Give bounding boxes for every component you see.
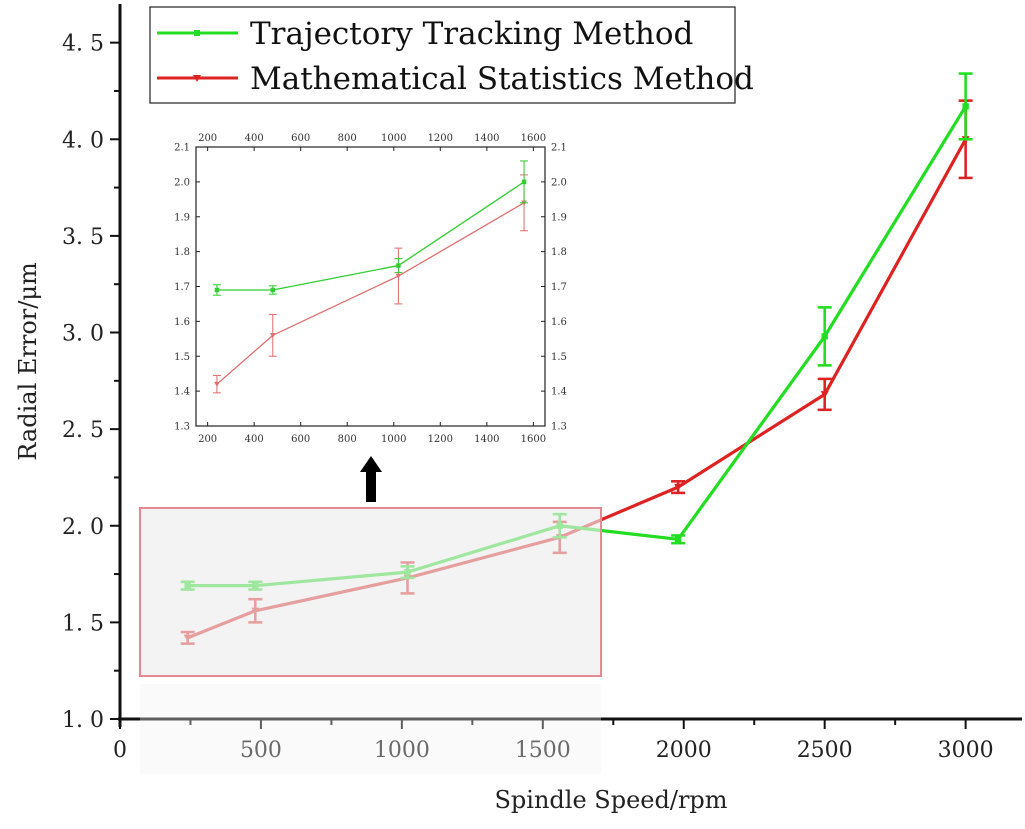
y-tick-label: 4. 5 — [62, 32, 104, 57]
inset-y-tick-label: 1.6 — [174, 317, 190, 328]
tracking-series-point — [821, 333, 828, 340]
y-tick-label: 1. 0 — [62, 708, 104, 733]
inset-y-tick-label-right: 1.7 — [551, 282, 567, 293]
inset-x-tick-label: 1600 — [521, 434, 546, 445]
inset-x-tick-label-top: 200 — [198, 133, 217, 144]
zoom-arrow-shape — [360, 456, 382, 502]
inset-y-tick-label-right: 1.3 — [551, 422, 567, 433]
zoom-arrow-icon — [360, 456, 382, 502]
inset-y-tick-label-right: 1.5 — [551, 352, 567, 363]
legend-swatch-marker — [194, 30, 200, 36]
tracking-series-point — [962, 103, 969, 110]
inset-x-tick-label: 1000 — [381, 434, 406, 445]
inset-x-tick-label-top: 400 — [245, 133, 264, 144]
inset-stat-series-point — [214, 381, 220, 387]
y-axis-title: Radial Error/μm — [14, 262, 42, 461]
inset-y-tick-label-right: 1.4 — [551, 387, 567, 398]
stat-series-point — [820, 391, 829, 399]
inset-frame — [195, 146, 546, 427]
y-tick-label: 4. 0 — [62, 128, 104, 153]
inset-y-tick-label-right: 2.0 — [551, 177, 567, 188]
inset-tracking-series-point — [521, 179, 527, 185]
x-tick-label: 1000 — [374, 738, 430, 763]
x-tick-label: 2500 — [797, 738, 853, 763]
zoom-region-box — [139, 507, 602, 774]
legend-label: Trajectory Tracking Method — [250, 16, 693, 52]
inset-x-tick-label: 800 — [338, 434, 357, 445]
inset-y-tick-label-right: 1.6 — [551, 317, 567, 328]
inset-x-tick-label-top: 1200 — [428, 133, 453, 144]
x-tick-label: 3000 — [938, 738, 994, 763]
y-tick-label: 3. 5 — [62, 225, 104, 250]
inset-y-tick-label: 2.1 — [174, 143, 190, 154]
inset-tracking-series-point — [214, 287, 220, 293]
zoom-region-shadow — [140, 684, 601, 774]
inset-tracking-series-point — [270, 287, 276, 293]
inset-y-tick-label-right: 2.1 — [551, 143, 567, 154]
inset-y-tick-label: 1.8 — [174, 247, 190, 258]
y-tick-label: 2. 5 — [62, 418, 104, 443]
inset-y-tick-label: 1.7 — [174, 282, 190, 293]
y-tick-label: 1. 5 — [62, 611, 104, 636]
inset-y-tick-label: 1.5 — [174, 352, 190, 363]
x-tick-label: 2000 — [656, 738, 712, 763]
inset-y-tick-label: 1.3 — [174, 422, 190, 433]
inset-x-tick-label-top: 600 — [291, 133, 310, 144]
inset-y-tick-label: 1.9 — [174, 212, 190, 223]
inset-x-tick-label: 600 — [291, 434, 310, 445]
inset-plot: 200 200 400 400 600 600 800 800 1000 1000 1200 1200… — [174, 133, 567, 445]
inset-y-tick-label: 2.0 — [174, 177, 190, 188]
inset-x-tick-label: 1400 — [474, 434, 499, 445]
inset-y-tick-label: 1.4 — [174, 387, 190, 398]
x-axis-title: Spindle Speed/rpm — [494, 786, 727, 814]
inset-x-tick-label-top: 1000 — [381, 133, 406, 144]
legend-label: Mathematical Statistics Method — [250, 61, 754, 97]
inset-x-tick-label-top: 1400 — [474, 133, 499, 144]
inset-y-tick-label-right: 1.8 — [551, 247, 567, 258]
inset-stat-series-point — [395, 273, 402, 279]
inset-tracking-series-line — [216, 181, 525, 291]
legend-box — [149, 6, 736, 104]
x-tick-label: 1500 — [515, 738, 571, 763]
legend-swatch-marker — [193, 75, 201, 82]
x-tick-label: 500 — [240, 738, 282, 763]
inset-y-tick-label-right: 1.9 — [551, 212, 567, 223]
y-tick-label: 2. 0 — [62, 515, 104, 540]
y-tick-label: 3. 0 — [62, 322, 104, 347]
inset-x-tick-label: 1200 — [428, 434, 453, 445]
stat-series-point — [674, 483, 683, 492]
zoom-region-rect — [139, 507, 602, 677]
x-tick-label: 0 — [113, 738, 127, 763]
tracking-series-point — [674, 536, 682, 543]
inset-x-tick-label-top: 1600 — [521, 133, 546, 144]
inset-x-tick-label: 200 — [198, 434, 217, 445]
inset-stat-series-line — [216, 202, 525, 385]
inset-tracking-series-point — [396, 263, 401, 268]
legend: Trajectory Tracking Method Mathematical S… — [149, 6, 754, 104]
inset-x-tick-label-top: 800 — [338, 133, 357, 144]
inset-stat-series-point — [269, 333, 276, 339]
inset-x-tick-label: 400 — [245, 434, 264, 445]
